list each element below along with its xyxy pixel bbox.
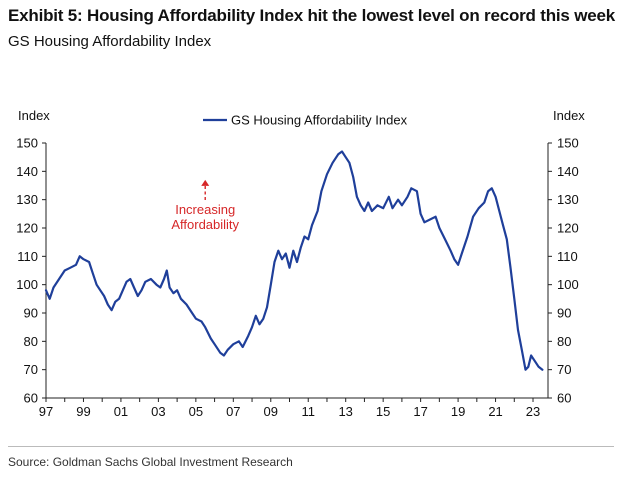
y-tick-label-right: 150 [557, 136, 579, 151]
right-axis-label: Index [553, 108, 585, 123]
chart-title: Exhibit 5: Housing Affordability Index h… [8, 6, 615, 25]
y-tick-label-left: 100 [16, 277, 38, 292]
y-tick-label-left: 150 [16, 136, 38, 151]
y-tick-label-right: 140 [557, 164, 579, 179]
y-tick-label-left: 70 [24, 362, 38, 377]
annotation-arrow-head [201, 179, 210, 186]
source-note: Source: Goldman Sachs Global Investment … [8, 455, 293, 469]
x-tick-label: 05 [189, 404, 203, 419]
series-line [44, 150, 544, 371]
footer-divider [8, 446, 614, 447]
y-tick-label-right: 60 [557, 391, 571, 406]
x-tick-label: 09 [264, 404, 278, 419]
x-tick-label: 07 [226, 404, 240, 419]
x-tick-label: 19 [451, 404, 465, 419]
x-tick-label: 17 [413, 404, 427, 419]
x-tick-label: 99 [76, 404, 90, 419]
x-tick-label: 11 [301, 404, 315, 419]
x-tick-label: 97 [39, 404, 53, 419]
y-tick-label-right: 90 [557, 306, 571, 321]
x-tick-label: 13 [338, 404, 352, 419]
chart-legend: GS Housing Affordability Index [203, 113, 408, 128]
chart-subtitle: GS Housing Affordability Index [8, 33, 212, 50]
y-tick-label-right: 110 [557, 249, 578, 264]
y-tick-label-left: 90 [24, 306, 38, 321]
x-tick-label: 03 [151, 404, 165, 419]
x-tick-label: 01 [114, 404, 128, 419]
annotation-text: Affordability [171, 217, 239, 232]
x-tick-label: 21 [488, 404, 502, 419]
series-layer [44, 150, 544, 371]
annotation-text: Increasing [175, 202, 235, 217]
y-tick-label-left: 110 [17, 249, 38, 264]
y-tick-label-right: 80 [557, 334, 571, 349]
y-tick-label-left: 130 [16, 192, 38, 207]
y-tick-label-right: 70 [557, 362, 571, 377]
y-tick-label-left: 60 [24, 391, 38, 406]
y-tick-label-right: 130 [557, 192, 579, 207]
y-tick-label-left: 140 [16, 164, 38, 179]
x-tick-label: 15 [376, 404, 390, 419]
chart-axes: Index Index [18, 108, 585, 399]
y-tick-label-left: 120 [16, 221, 38, 236]
y-tick-label-right: 120 [557, 221, 579, 236]
x-tick-label: 23 [526, 404, 540, 419]
y-tick-label-left: 80 [24, 334, 38, 349]
left-axis-label: Index [18, 108, 50, 123]
legend-label: GS Housing Affordability Index [231, 113, 408, 128]
y-tick-label-right: 100 [557, 277, 579, 292]
